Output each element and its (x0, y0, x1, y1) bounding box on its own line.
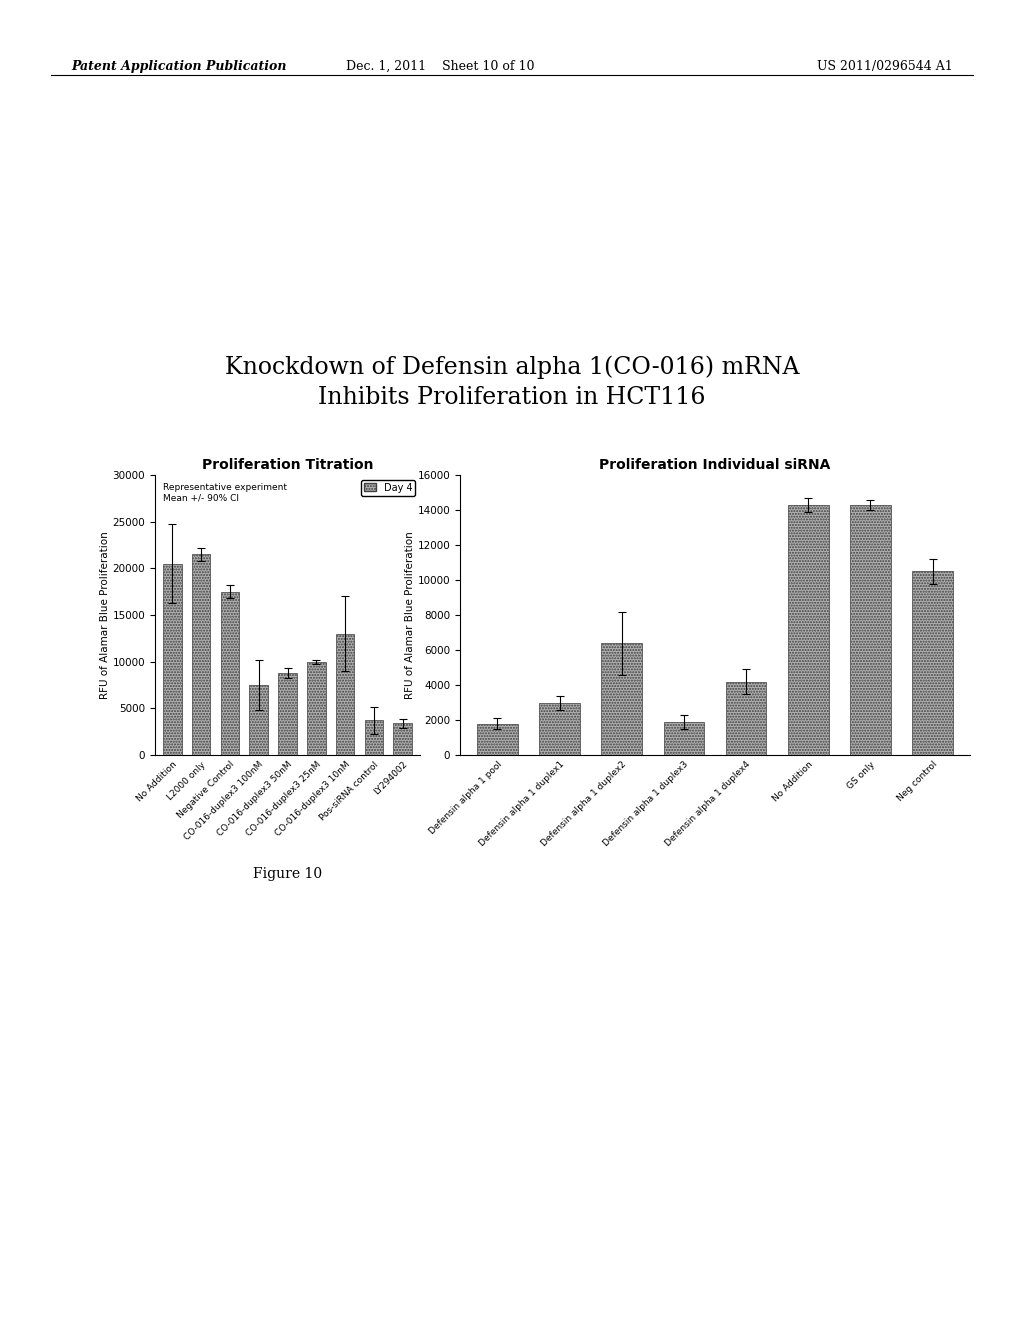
Bar (540, 702, 580, 755)
Bar (477, 723, 517, 755)
Bar (788, 504, 828, 755)
Title: Proliferation Individual siRNA: Proliferation Individual siRNA (599, 458, 830, 473)
Title: Proliferation Titration: Proliferation Titration (202, 458, 374, 473)
Text: Patent Application Publication: Patent Application Publication (72, 59, 287, 73)
Bar (601, 643, 642, 755)
Y-axis label: RFU of Alamar Blue Proliferation: RFU of Alamar Blue Proliferation (99, 531, 110, 698)
Bar (850, 504, 891, 755)
Bar (912, 572, 953, 755)
Bar (163, 564, 181, 755)
Y-axis label: RFU of Alamar Blue Proliferation: RFU of Alamar Blue Proliferation (404, 531, 415, 698)
Text: Figure 10: Figure 10 (253, 867, 323, 882)
Bar (279, 673, 297, 755)
Text: Knockdown of Defensin alpha 1(CO-016) mRNA
Inhibits Proliferation in HCT116: Knockdown of Defensin alpha 1(CO-016) mR… (224, 355, 800, 409)
Bar (726, 681, 766, 755)
Text: Representative experiment
Mean +/- 90% CI: Representative experiment Mean +/- 90% C… (163, 483, 287, 503)
Bar (249, 685, 268, 755)
Text: US 2011/0296544 A1: US 2011/0296544 A1 (816, 59, 952, 73)
Bar (393, 723, 412, 755)
Bar (220, 591, 240, 755)
Text: Dec. 1, 2011    Sheet 10 of 10: Dec. 1, 2011 Sheet 10 of 10 (346, 59, 535, 73)
Bar (191, 554, 211, 755)
Bar (664, 722, 705, 755)
Legend: Day 4: Day 4 (361, 480, 415, 496)
Bar (365, 721, 383, 755)
Bar (307, 661, 326, 755)
Bar (336, 634, 354, 755)
